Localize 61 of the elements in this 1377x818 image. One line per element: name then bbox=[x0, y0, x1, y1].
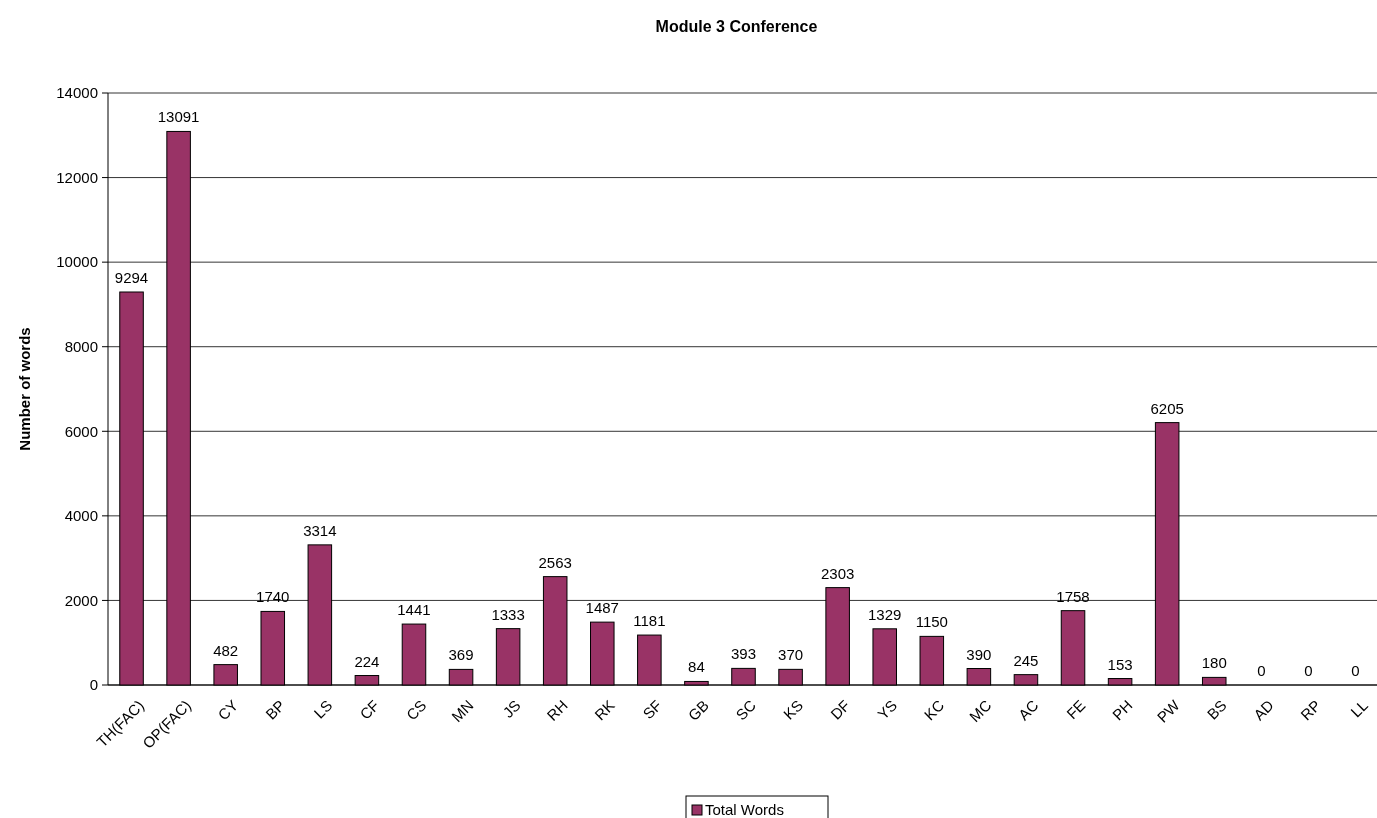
y-tick-label: 2000 bbox=[64, 591, 98, 609]
data-label: 9294 bbox=[114, 269, 149, 286]
x-tick-label: GB bbox=[684, 696, 712, 724]
x-tick-label: RP bbox=[1297, 696, 1324, 724]
x-tick-label: LS bbox=[310, 696, 336, 722]
data-label: 393 bbox=[730, 645, 757, 663]
data-label: 1181 bbox=[633, 612, 666, 630]
legend-label: Total Words bbox=[705, 801, 784, 818]
x-tick-label: BS bbox=[1203, 696, 1230, 723]
y-tick-label: 8000 bbox=[64, 337, 98, 355]
y-tick-label: 14000 bbox=[56, 84, 98, 102]
y-tick-label: 4000 bbox=[64, 507, 98, 525]
data-label: 1333 bbox=[491, 605, 525, 623]
x-tick-label: FE bbox=[1062, 696, 1089, 723]
y-tick-label: 0 bbox=[89, 676, 98, 694]
x-tick-label: JS bbox=[499, 696, 524, 721]
data-label: 84 bbox=[688, 658, 705, 676]
y-tick-label: 6000 bbox=[64, 422, 98, 440]
x-tick-label: BP bbox=[262, 696, 289, 723]
y-tick-label: 10000 bbox=[56, 253, 98, 271]
data-label: 224 bbox=[354, 652, 380, 670]
data-label: 0 bbox=[1257, 662, 1266, 679]
x-tick-label: PW bbox=[1153, 695, 1184, 726]
x-tick-label: CY bbox=[214, 696, 242, 724]
y-tick-label: 12000 bbox=[56, 168, 98, 186]
x-tick-label: KC bbox=[920, 696, 948, 724]
x-tick-label: MN bbox=[448, 696, 477, 726]
data-label: 6205 bbox=[1150, 399, 1184, 417]
data-label: 369 bbox=[448, 646, 474, 664]
x-tick-label: LL bbox=[1347, 696, 1372, 721]
x-tick-label: MC bbox=[965, 696, 995, 726]
x-tick-label: AD bbox=[1250, 696, 1277, 724]
data-label: 2563 bbox=[538, 553, 572, 571]
data-label: 1487 bbox=[585, 599, 619, 617]
data-label: 0 bbox=[1304, 662, 1313, 679]
x-tick-label: YS bbox=[874, 696, 901, 723]
x-tick-label: RH bbox=[543, 696, 571, 724]
data-label: 0 bbox=[1351, 662, 1360, 679]
data-label: 13091 bbox=[157, 108, 200, 126]
data-label: 1150 bbox=[915, 613, 948, 631]
x-tick-label: KS bbox=[779, 696, 807, 723]
y-axis-title: Number of words bbox=[16, 327, 33, 451]
x-tick-label: SC bbox=[732, 696, 760, 724]
x-tick-label: DF bbox=[827, 696, 854, 723]
data-label: 153 bbox=[1107, 655, 1133, 673]
chart-title: Module 3 Conference bbox=[655, 18, 818, 35]
x-tick-label: CS bbox=[402, 696, 430, 724]
data-label: 370 bbox=[778, 646, 804, 664]
x-tick-label: RK bbox=[591, 696, 618, 724]
data-label: 245 bbox=[1013, 651, 1039, 669]
data-label: 180 bbox=[1201, 654, 1227, 672]
data-label: 3314 bbox=[303, 521, 337, 539]
x-tick-label: AC bbox=[1014, 696, 1042, 724]
x-tick-label: PH bbox=[1108, 696, 1136, 724]
data-label: 482 bbox=[213, 641, 239, 659]
data-label: 1329 bbox=[868, 605, 902, 623]
x-tick-label: SF bbox=[639, 696, 665, 723]
x-tick-label: CF bbox=[356, 696, 383, 723]
data-label: 1441 bbox=[397, 601, 431, 619]
data-label: 2303 bbox=[820, 564, 855, 582]
data-label: 390 bbox=[966, 645, 992, 663]
